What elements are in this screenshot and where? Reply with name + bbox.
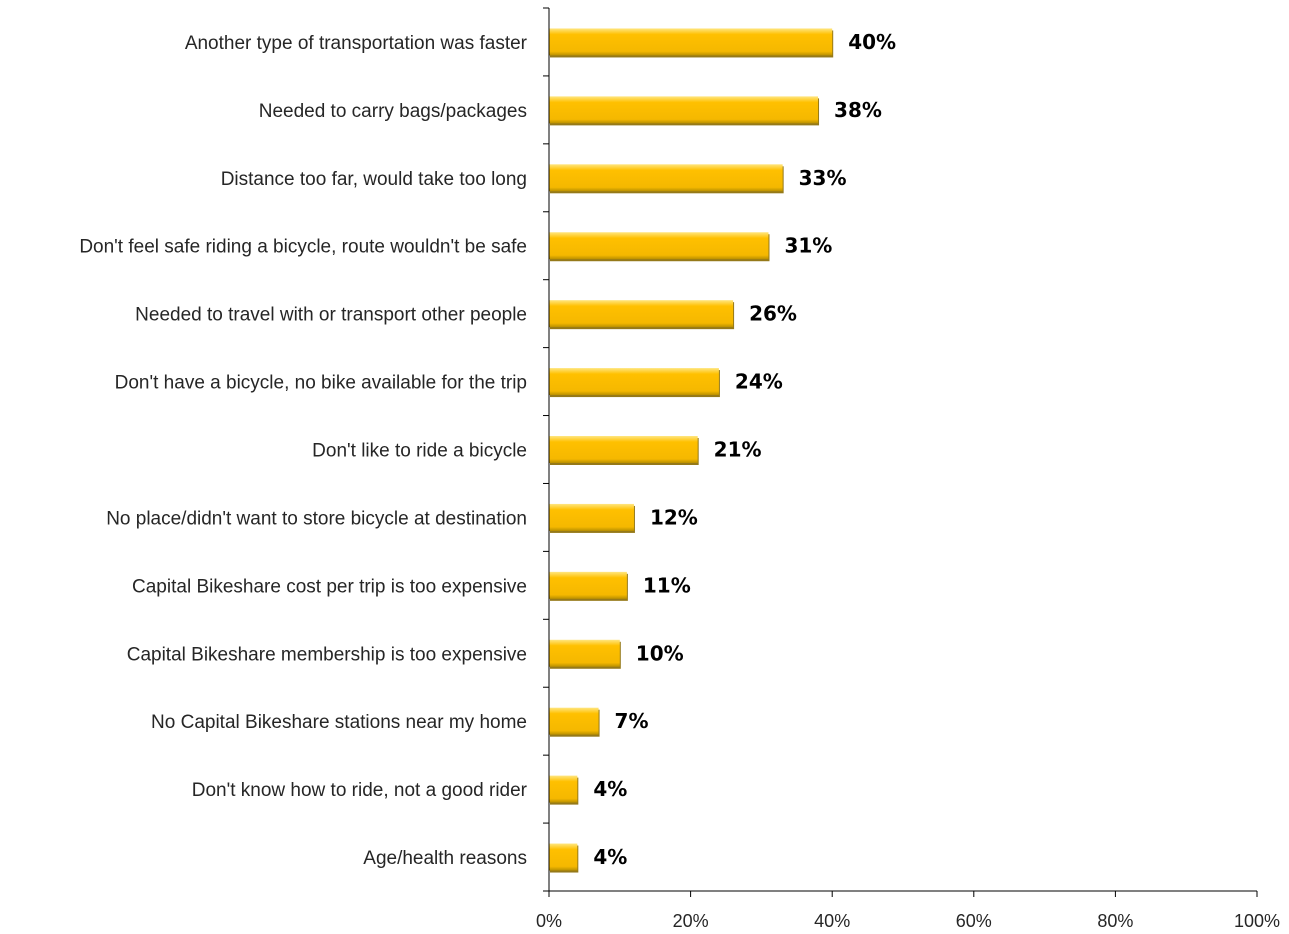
category-label: Don't have a bicycle, no bike available … xyxy=(115,373,527,394)
data-label: 4% xyxy=(593,777,627,801)
category-label: Don't like to ride a bicycle xyxy=(312,441,527,462)
category-label: Capital Bikeshare membership is too expe… xyxy=(127,644,527,665)
category-label: Don't know how to ride, not a good rider xyxy=(192,780,528,801)
bar xyxy=(549,96,819,124)
x-tick-label: 60% xyxy=(956,911,992,931)
bar xyxy=(549,232,769,260)
bars xyxy=(549,28,834,873)
data-label: 4% xyxy=(593,845,627,869)
x-tick-label: 80% xyxy=(1097,911,1133,931)
data-label: 40% xyxy=(848,30,896,54)
data-label: 12% xyxy=(650,505,698,529)
bar xyxy=(549,639,620,667)
data-label: 21% xyxy=(714,438,762,462)
data-labels: 40% 38% 33% 31% 26% 24% 21% 12% 11% 10% 7% 4% 4% xyxy=(593,30,896,869)
bar xyxy=(549,300,734,328)
x-tick-label: 100% xyxy=(1234,911,1280,931)
category-label: Another type of transportation was faste… xyxy=(185,33,528,54)
data-label: 31% xyxy=(784,234,832,258)
category-label: No Capital Bikeshare stations near my ho… xyxy=(151,712,527,733)
axes xyxy=(543,7,1258,897)
category-label: Age/health reasons xyxy=(363,848,527,869)
x-tick-label: 0% xyxy=(536,911,562,931)
x-tick-label: 20% xyxy=(673,911,709,931)
category-label: Don't feel safe riding a bicycle, route … xyxy=(79,237,527,258)
data-label: 7% xyxy=(615,709,649,733)
data-label: 26% xyxy=(749,302,797,326)
bar xyxy=(549,707,599,735)
x-tick-label: 40% xyxy=(814,911,850,931)
bar xyxy=(549,775,578,803)
bar xyxy=(549,164,783,192)
bar xyxy=(549,843,578,871)
category-labels: Another type of transportation was faste… xyxy=(79,33,527,869)
data-label: 11% xyxy=(643,573,691,597)
data-label: 38% xyxy=(834,98,882,122)
data-label: 10% xyxy=(636,641,684,665)
bar xyxy=(549,503,634,531)
x-tick-labels: 0% 20% 40% 60% 80% 100% xyxy=(536,911,1280,931)
category-label: Distance too far, would take too long xyxy=(221,169,527,190)
bar xyxy=(549,436,698,463)
bar xyxy=(549,28,833,56)
bar xyxy=(549,571,627,599)
category-label: Capital Bikeshare cost per trip is too e… xyxy=(132,576,527,597)
category-label: Needed to carry bags/packages xyxy=(259,101,527,122)
category-label: No place/didn't want to store bicycle at… xyxy=(106,508,527,529)
data-label: 24% xyxy=(735,370,783,394)
category-label: Needed to travel with or transport other… xyxy=(135,305,527,326)
data-label: 33% xyxy=(799,166,847,190)
bar xyxy=(549,368,719,396)
